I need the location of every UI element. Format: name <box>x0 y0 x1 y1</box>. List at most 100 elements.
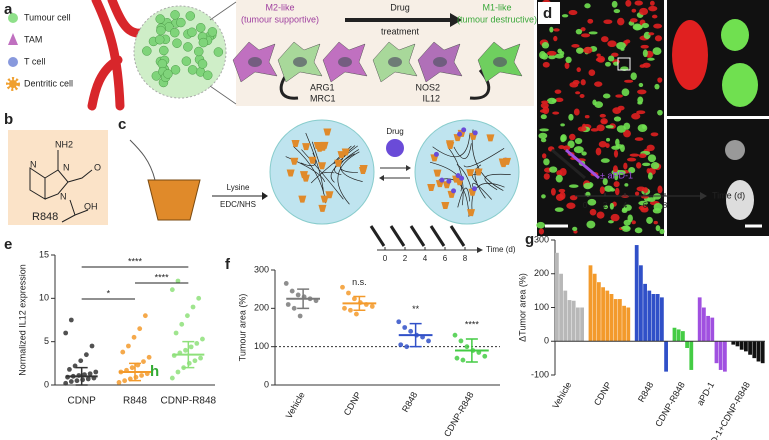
cell-stain <box>562 145 571 151</box>
tumour-cell <box>202 70 213 81</box>
cell-stain <box>607 55 615 62</box>
tumour-cell <box>194 46 204 57</box>
axis-label: Time (d) <box>486 245 516 254</box>
cell-stain <box>595 147 602 156</box>
cell-stain <box>605 143 610 148</box>
data-point <box>85 376 91 382</box>
tick-label: 4 <box>423 254 428 263</box>
cell-stain <box>657 77 663 83</box>
tumour-cell <box>155 14 165 24</box>
atom: O <box>94 162 101 172</box>
bar <box>601 287 605 342</box>
legend-icon <box>6 77 20 91</box>
bar <box>639 265 643 342</box>
cell-stain <box>575 91 581 95</box>
annotation: ** <box>412 304 420 314</box>
data-point <box>126 343 131 349</box>
bar <box>571 300 576 342</box>
error-bar <box>409 322 422 348</box>
panel-label: b <box>4 111 13 128</box>
cyclodextrin <box>498 158 507 166</box>
tick-label: 2 <box>403 254 408 263</box>
marker: MRC1 <box>310 93 336 103</box>
cell-stain <box>559 168 567 176</box>
tumour-cell <box>170 10 180 20</box>
cell-stain <box>565 56 572 64</box>
particle-contents <box>285 127 511 217</box>
drug <box>461 127 467 133</box>
cyclodextrin <box>291 140 300 148</box>
bar <box>559 273 563 342</box>
cell-stain <box>543 173 550 180</box>
error-bar <box>182 340 195 369</box>
cell-stain <box>636 186 646 192</box>
cell-stain <box>536 221 546 229</box>
bar <box>710 317 715 342</box>
cell-stain <box>541 52 549 60</box>
cell-stain <box>650 162 660 170</box>
cell-stain <box>553 28 560 32</box>
cell-stain <box>603 19 613 24</box>
cell-stain <box>574 137 583 145</box>
tick-label: 4 <box>623 201 628 210</box>
data-point <box>93 369 99 375</box>
cell-stain <box>657 109 663 116</box>
data-point <box>196 295 202 301</box>
x-tick-label: R848 <box>123 396 147 407</box>
cell-stain <box>646 216 653 224</box>
cell-stain <box>580 33 591 38</box>
bar <box>605 290 610 342</box>
cell-stain <box>602 93 611 99</box>
bar <box>597 282 601 342</box>
y-tick-label: 200 <box>534 268 549 278</box>
cyclodextrin <box>147 179 201 221</box>
cell-stain <box>580 27 586 32</box>
data-point <box>137 326 143 332</box>
cell-stain <box>560 123 565 127</box>
cell-stain <box>573 108 580 116</box>
cell-stain <box>559 50 565 56</box>
panel-b: b NH2 N N N O OH R848 <box>4 111 108 225</box>
atom: NH2 <box>55 139 73 149</box>
cell-stain <box>601 120 607 124</box>
m1-title: M1-like <box>482 2 511 12</box>
cell-stain <box>642 49 648 58</box>
data-point <box>74 378 80 384</box>
cell-stain <box>599 186 605 194</box>
annotation: **** <box>465 319 480 329</box>
equilibrium-arrows <box>380 167 410 179</box>
cell-stain <box>613 116 622 122</box>
bar <box>618 299 622 342</box>
y-tick-label: 100 <box>534 302 549 312</box>
x-tick-label: CDNP-R848 <box>653 380 687 428</box>
bar <box>651 294 656 342</box>
cell-stain <box>595 57 605 62</box>
data-point <box>454 355 460 361</box>
panel-label: f <box>225 256 231 273</box>
bar <box>563 290 568 342</box>
arrow-head <box>262 192 268 200</box>
nucleus <box>293 57 307 67</box>
cell-stain <box>550 188 556 196</box>
data-point <box>173 330 179 336</box>
syringe <box>565 148 600 180</box>
tumour-cell <box>142 46 152 56</box>
legend-icon <box>8 33 18 45</box>
cell-stain <box>624 183 629 187</box>
arrow-head <box>477 247 483 253</box>
tumour-cell <box>170 65 181 75</box>
syringe <box>369 225 386 247</box>
cyclodextrin <box>445 140 454 148</box>
data-point <box>139 373 144 378</box>
cell-stain <box>558 188 566 193</box>
cell-stain <box>722 63 758 107</box>
tumour-cell <box>187 65 198 75</box>
y-tick-label: 15 <box>39 249 49 259</box>
cell-stain <box>635 162 642 169</box>
data-point <box>352 296 357 302</box>
cyclodextrin <box>427 184 436 192</box>
cell-stain <box>630 72 637 80</box>
cell-stain <box>554 207 564 212</box>
drug <box>446 178 452 184</box>
cyclodextrin <box>320 195 329 203</box>
